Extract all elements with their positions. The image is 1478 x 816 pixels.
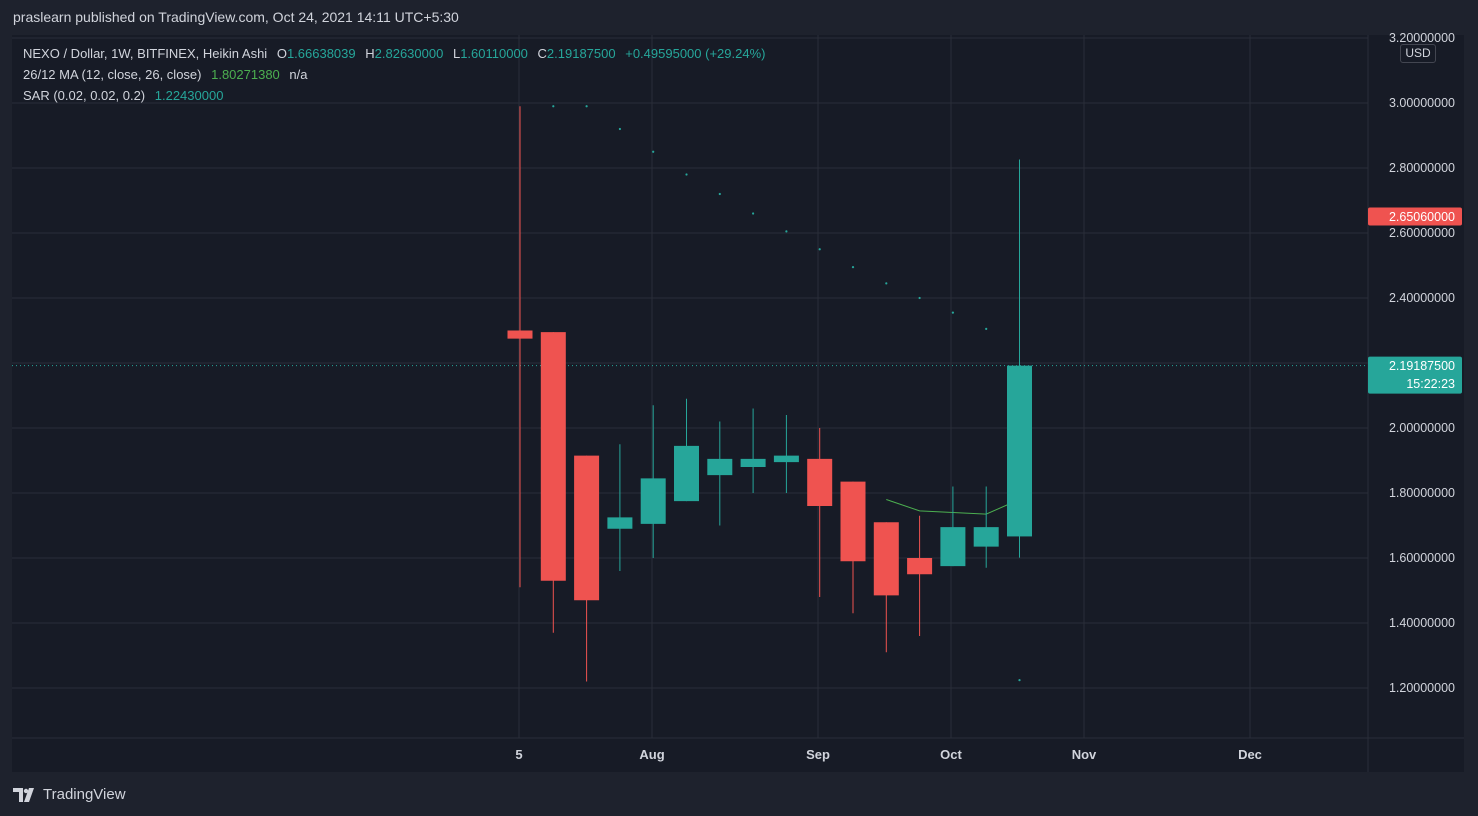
candle [740,408,766,493]
current-price-label: 2.19187500 [1389,359,1455,373]
grid-lines [12,35,1464,772]
candle [607,444,633,571]
x-tick-label: Nov [1072,747,1097,762]
change-value: +0.49595000 (+29.24%) [625,46,766,61]
low-label: L [452,46,461,61]
open-label: O [276,46,287,61]
candle-body [540,332,566,581]
sar-dot [618,127,622,131]
candle-body [773,455,799,463]
candle [840,481,866,614]
candle [873,522,899,653]
candle-body [740,458,766,467]
open-value: 1.66638039 [286,46,356,61]
sar-dot [585,105,588,108]
candle-body [973,527,999,547]
symbol-title[interactable]: NEXO / Dollar, 1W, BITFINEX, Heikin Ashi [23,46,268,61]
x-tick-label: Dec [1238,747,1262,762]
y-tick-label: 3.20000000 [1389,31,1455,45]
close-value: 2.19187500 [546,46,616,61]
sar-value: 1.22430000 [154,88,224,103]
candle [507,106,533,588]
sar-dot [552,105,555,108]
ma-value: 1.80271380 [211,67,280,82]
price-labels: 2.65060000 2.19187500 15:22:23 [1368,207,1462,394]
sar-dot [652,150,655,153]
y-tick-label: 3.00000000 [1389,96,1455,110]
y-tick-label: 1.60000000 [1389,551,1455,565]
y-tick-label: 2.40000000 [1389,291,1455,305]
candle-body [507,330,533,339]
symbol-legend: NEXO / Dollar, 1W, BITFINEX, Heikin Ashi… [23,46,765,61]
x-tick-label: Sep [806,747,830,762]
publish-header: praslearn published on TradingView.com, … [13,9,459,25]
y-tick-label: 2.00000000 [1389,421,1455,435]
candle [907,515,933,636]
low-value: 1.60110000 [460,46,528,61]
currency-badge[interactable]: USD [1400,44,1436,63]
current-price-tag [1368,356,1462,394]
candle [773,415,799,493]
sar-dot [818,248,821,251]
high-label: H [365,46,375,61]
candle-body [1007,365,1032,537]
candle [807,428,833,597]
alert-price-label: 2.65060000 [1389,210,1455,224]
x-tick-label: 5 [515,747,522,762]
sar-dot [851,266,855,269]
candle [1007,159,1032,558]
candle-body [873,522,899,596]
candle-body [907,558,933,575]
candle-body [674,445,699,502]
candle-countdown-label: 15:22:23 [1406,377,1455,391]
candle-body [807,458,833,506]
chart-frame[interactable] [12,35,1464,772]
y-tick-label: 1.20000000 [1389,681,1455,695]
sar-dot [752,212,755,215]
candles [507,106,1032,682]
candle-body [574,455,600,601]
sar-dot [1018,679,1021,682]
sar-legend[interactable]: SAR (0.02, 0.02, 0.2) 1.22430000 [23,88,223,103]
candle [940,486,966,567]
sar-dot [918,296,921,300]
candle-body [940,527,966,567]
x-tick-label: Aug [639,747,664,762]
time-axis: 5 Aug Sep Oct Nov Dec [515,747,1262,762]
candle [707,421,733,526]
sar-dot [685,173,688,176]
sar-dot [985,327,988,330]
sar-label: SAR (0.02, 0.02, 0.2) [23,88,146,103]
ma-label: 26/12 MA (12, close, 26, close) [23,67,202,82]
footer-brand-text: TradingView [43,786,126,803]
sar-dot [951,311,955,314]
candle-body [707,458,733,476]
candle-body [640,478,666,524]
alert-price-tag [1368,207,1462,226]
sar-dots [552,105,1021,682]
close-label: C [537,46,547,61]
ma-legend[interactable]: 26/12 MA (12, close, 26, close) 1.802713… [23,67,308,82]
candle [574,455,600,682]
tradingview-logo-icon [13,787,34,802]
high-value: 2.82630000 [374,46,444,61]
candle [540,332,566,633]
candle [973,486,999,568]
y-tick-label: 1.80000000 [1389,486,1455,500]
y-tick-label: 2.60000000 [1389,226,1455,240]
y-tick-label: 1.40000000 [1389,616,1455,630]
sar-dot [885,282,888,285]
y-tick-label: 2.80000000 [1389,161,1455,175]
candle [674,398,699,502]
ma-na: n/a [289,67,308,82]
candle-body [607,517,633,529]
sar-dot [785,230,788,233]
candle-body [840,481,866,562]
x-tick-label: Oct [940,747,962,762]
sar-dot [718,192,721,196]
candle [640,405,666,558]
footer-brand[interactable]: TradingView [13,786,126,803]
